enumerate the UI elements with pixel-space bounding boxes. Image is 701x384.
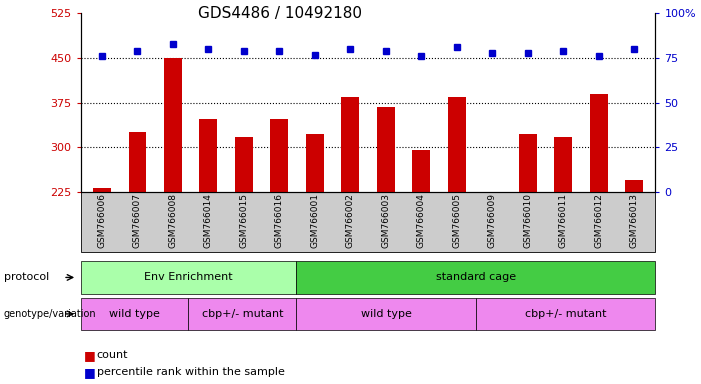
Bar (590, 94, 608, 192)
Text: GDS4486 / 10492180: GDS4486 / 10492180 (198, 6, 362, 21)
Text: ■: ■ (84, 366, 96, 379)
Bar (519, 134, 536, 192)
Text: count: count (97, 350, 128, 360)
Text: ■: ■ (84, 349, 96, 362)
Bar (377, 107, 395, 192)
Bar (341, 97, 359, 192)
Bar (200, 119, 217, 192)
Bar (93, 188, 111, 192)
Bar (164, 58, 182, 192)
Text: cbp+/- mutant: cbp+/- mutant (525, 309, 606, 319)
Text: percentile rank within the sample: percentile rank within the sample (97, 367, 285, 377)
Bar (235, 137, 252, 192)
Bar (128, 132, 147, 192)
Bar (271, 119, 288, 192)
Text: genotype/variation: genotype/variation (4, 309, 96, 319)
Text: cbp+/- mutant: cbp+/- mutant (201, 309, 283, 319)
Text: standard cage: standard cage (436, 272, 516, 283)
Text: Env Enrichment: Env Enrichment (144, 272, 233, 283)
Text: protocol: protocol (4, 272, 49, 283)
Text: wild type: wild type (109, 309, 160, 319)
Bar (412, 150, 430, 192)
Bar (306, 134, 324, 192)
Bar (554, 137, 572, 192)
Text: wild type: wild type (360, 309, 411, 319)
Bar (448, 97, 465, 192)
Bar (625, 180, 643, 192)
